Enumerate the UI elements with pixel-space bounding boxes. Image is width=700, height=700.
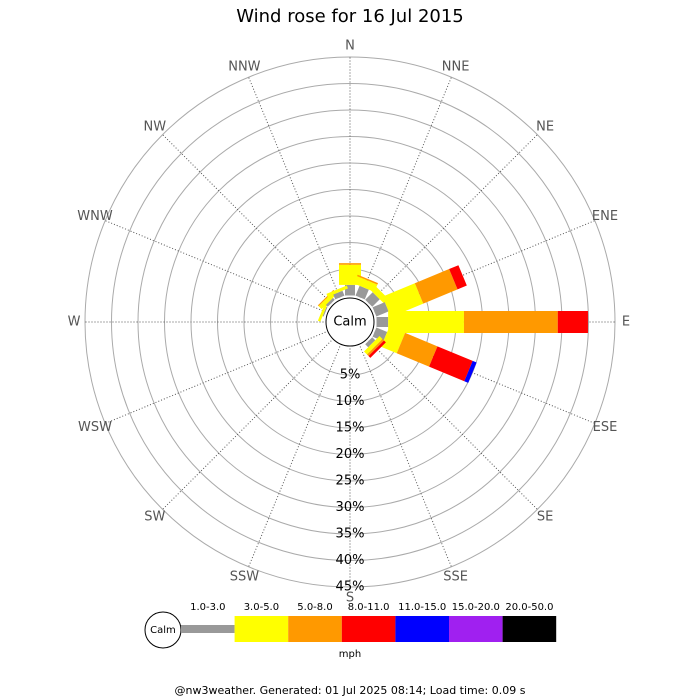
wind-bar-segment [372, 302, 389, 317]
wind-bar-segment [388, 311, 464, 333]
legend-label: 3.0-5.0 [244, 602, 279, 613]
direction-label: NNW [228, 60, 260, 75]
direction-label: SSW [230, 569, 260, 584]
wind-bar-segment [557, 311, 588, 333]
wind-bar-segment [339, 264, 361, 285]
ring-label: 5% [340, 368, 361, 383]
ring-label: 45% [336, 580, 365, 595]
wind-bar-segment [396, 332, 438, 367]
legend-label: 5.0-8.0 [297, 602, 332, 613]
spoke [359, 346, 452, 568]
legend-swatch [502, 616, 557, 642]
legend-swatch [341, 616, 396, 642]
spoke [162, 134, 332, 304]
direction-label: WSW [78, 420, 112, 435]
ring-label: 25% [336, 474, 365, 489]
unit-label: mph [339, 649, 361, 660]
direction-label: W [68, 315, 81, 330]
direction-label: S [346, 591, 354, 606]
legend-calm-label: Calm [150, 625, 176, 636]
ring-label: 10% [336, 394, 365, 409]
wind-bar-segment [376, 317, 389, 327]
ring-label: 40% [336, 553, 365, 568]
ring-label: 20% [336, 447, 365, 462]
wind-bar-segment [318, 290, 338, 310]
wind-bar-segment [365, 292, 380, 307]
spoke [104, 331, 326, 424]
wind-bar-segment [429, 346, 473, 382]
spoke [248, 346, 341, 568]
legend-label: 11.0-15.0 [398, 602, 446, 613]
legend-label: 8.0-11.0 [348, 602, 390, 613]
direction-label: E [622, 315, 630, 330]
direction-label: SSE [443, 569, 468, 584]
direction-label: N [345, 39, 355, 54]
calm-circle [325, 297, 375, 347]
wind-bar-segment [325, 297, 335, 307]
ring [84, 56, 616, 588]
ring-label: 35% [336, 527, 365, 542]
wind-bar-segment [366, 338, 385, 357]
footer: @nw3weather. Generated: 01 Jul 2025 08:1… [175, 684, 526, 697]
wind-bar-segment [463, 311, 558, 333]
wind-bar-segment [464, 360, 477, 383]
wind-bar-segment [368, 340, 386, 358]
legend-swatch [449, 616, 503, 642]
direction-label: ENE [592, 209, 618, 224]
wind-bar-segment [317, 300, 329, 322]
legend-swatch [234, 616, 289, 642]
spoke [248, 76, 341, 298]
wind-bar-segment [449, 265, 467, 290]
calm-label: Calm [333, 315, 366, 330]
direction-label: ESE [593, 420, 618, 435]
legend-swatch [288, 616, 342, 642]
direction-label: NW [144, 119, 167, 134]
wind-bar-segment [333, 290, 345, 300]
wind-bar-segment [322, 306, 328, 317]
ring-label: 15% [336, 421, 365, 436]
spoke [104, 220, 326, 313]
wind-bar-segment [355, 285, 369, 300]
legend-label: 20.0-50.0 [505, 602, 553, 613]
legend-swatch [181, 625, 235, 633]
chart-title: Wind rose for 16 Jul 2015 [236, 6, 464, 27]
wind-bar-segment [372, 327, 388, 342]
spoke [368, 340, 538, 510]
wind-bar-segment [363, 335, 383, 355]
ring [111, 83, 589, 561]
legend-label: 15.0-20.0 [452, 602, 500, 613]
spoke [359, 76, 452, 298]
wind-bar-segment [357, 274, 379, 285]
direction-label: NE [536, 119, 554, 134]
wind-bar-segment [365, 337, 376, 348]
wind-bar-segment [382, 283, 424, 317]
direction-label: SW [144, 510, 165, 525]
ring-label: 30% [336, 500, 365, 515]
legend-swatch [395, 616, 449, 642]
wind-bar-segment [326, 285, 348, 297]
legend-label: 1.0-3.0 [190, 602, 225, 613]
wind-bar-segment [381, 326, 406, 354]
direction-label: NNE [442, 60, 470, 75]
spoke [162, 340, 332, 510]
wind-bar-segment [414, 269, 458, 304]
spoke [368, 134, 538, 304]
wind-bar-segment [339, 263, 361, 265]
direction-label: SE [537, 510, 553, 525]
direction-label: WNW [77, 209, 113, 224]
